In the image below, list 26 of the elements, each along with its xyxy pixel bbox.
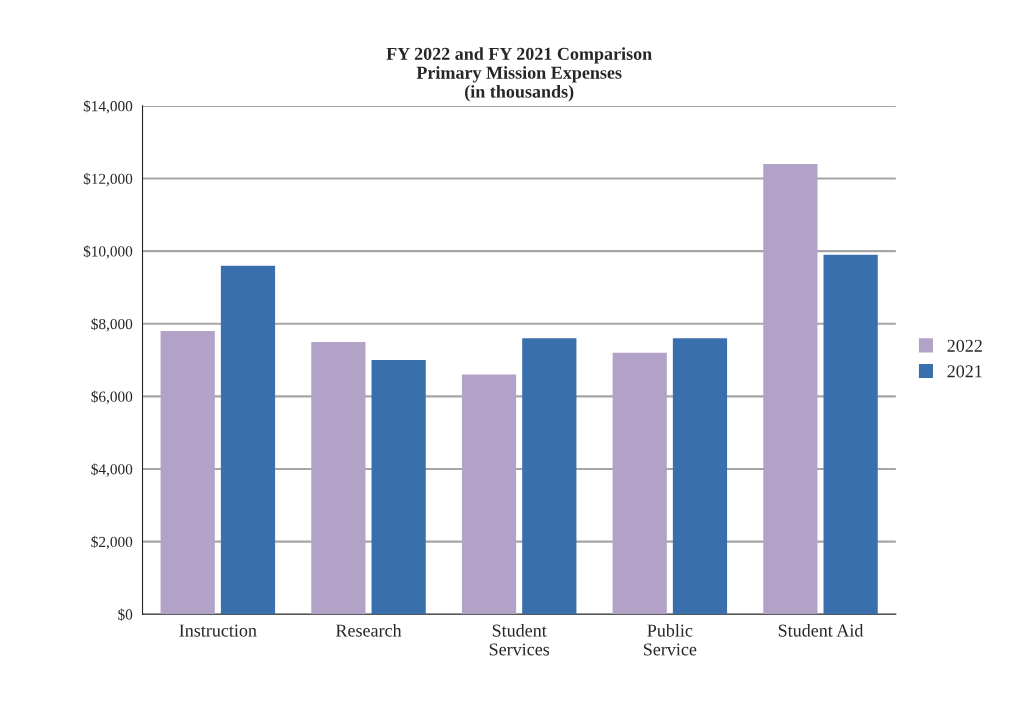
y-tick-label: $12,000	[83, 172, 133, 187]
legend-label: 2021	[947, 365, 982, 378]
bar	[461, 374, 517, 615]
y-tick-label: $10,000	[83, 245, 133, 259]
legend-label: 2022	[947, 339, 982, 352]
y-tick-label: $2,000	[91, 535, 133, 550]
bar	[672, 338, 728, 615]
y-tick-label: $4,000	[91, 463, 133, 477]
bar	[220, 265, 276, 615]
bar	[371, 360, 426, 615]
y-tick-label: $0	[118, 608, 133, 621]
bar	[823, 254, 878, 615]
y-tick-label: $8,000	[91, 317, 133, 332]
x-tick-label: Public Service	[643, 623, 697, 656]
x-tick-label: Instruction	[179, 624, 257, 637]
x-tick-label: Research	[335, 623, 402, 637]
y-tick-label: $6,000	[91, 390, 133, 405]
bar	[522, 338, 577, 615]
bar	[311, 341, 366, 615]
y-tick-label: $14,000	[83, 100, 133, 114]
x-tick-label: Student Aid	[778, 623, 864, 637]
x-tick-label: Student Services	[489, 623, 550, 656]
bar	[763, 163, 818, 615]
bar	[160, 331, 215, 615]
chart-title: FY 2022 and FY 2021 Comparison Primary Mission Expenses (in thousands)	[386, 47, 652, 102]
bar	[612, 352, 667, 615]
